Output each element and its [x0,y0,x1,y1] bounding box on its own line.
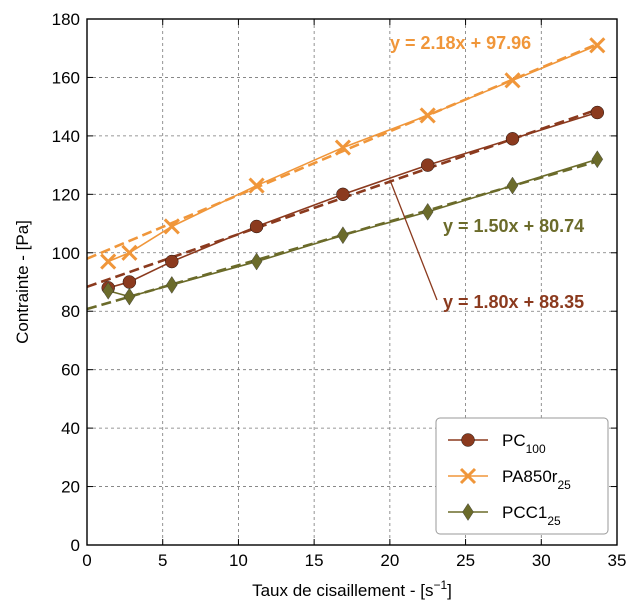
legend-label-pa850r: PA850r25 [502,467,571,492]
x-tick-label: 0 [82,551,91,570]
data-point-pcc1 [421,202,434,221]
equation-annotations: y = 1.80x + 88.35 y = 2.18x + 97.96 y = 1.… [389,33,584,312]
x-marker-stroke [589,37,606,54]
legend-box [435,417,609,535]
x-tick-label: 35 [608,551,627,570]
y-tick-label: 80 [61,302,80,321]
legend-marker-pa850r [459,467,477,485]
data-point-pcc1 [123,287,136,306]
x-tick-label: 10 [229,551,248,570]
series-line-pcc1 [107,158,598,298]
data-point-pcc1 [166,276,178,294]
y-tick-label: 180 [52,10,80,29]
y-tick-label: 40 [61,419,80,438]
fit-equation-pc: y = 1.80x + 88.35 [443,292,584,312]
x-axis-label: Taux de cisaillement - [s−1] [252,578,452,600]
x-marker-stroke [163,218,180,235]
data-point-pc [336,187,350,202]
x-marker-stroke [334,139,351,156]
y-tick-label: 100 [52,244,80,263]
data-point-pcc1 [102,281,114,300]
pc-equation-pointer [389,179,438,301]
legend: PC100 PA850r25 PCC125 [435,417,609,535]
legend-label-pcc1: PCC125 [502,503,561,528]
x-marker-stroke [419,107,436,124]
x-marker-stroke [459,467,477,485]
x-marker-stroke [504,72,521,89]
data-point-pc [122,275,137,289]
series-line-pc [107,111,598,289]
x-marker-stroke [248,177,265,194]
data-point-pa850r [589,37,606,54]
fit-lines [86,42,598,311]
data-point-pa850r [419,107,436,124]
data-point-pcc1 [250,252,263,271]
fit-line-pa850r [86,42,598,260]
legend-marker-pc [461,433,475,447]
data-point-pcc1 [337,226,349,245]
data-point-pc [590,105,605,120]
x-tick-label: 5 [158,551,167,570]
x-marker-stroke [121,244,138,261]
series-line-pa850r [107,44,598,263]
data-point-pc [505,132,520,146]
x-tick-label: 15 [305,551,324,570]
data-point-pa850r [100,253,117,270]
legend-marker-pcc1 [462,503,474,521]
y-tick-label: 120 [52,185,80,204]
y-axis-label: Contrainte - [Pa] [13,220,32,344]
data-point-pa850r [121,244,138,261]
legend-label-pc: PC100 [502,431,546,456]
plot-frame [86,18,618,546]
y-tick-label: 160 [52,68,80,87]
fit-equation-pcc1: y = 1.50x + 80.74 [443,216,584,236]
series-lines [107,44,598,298]
data-point-pc [249,219,264,234]
x-marker-stroke [100,253,117,270]
fit-equation-pa850r: y = 2.18x + 97.96 [390,33,531,53]
data-point-pa850r [163,218,180,235]
data-point-pc [421,158,435,172]
data-point-pa850r [248,177,265,194]
y-tick-label: 0 [71,536,80,555]
data-point-pcc1 [506,176,519,195]
x-tick-label: 25 [456,551,475,570]
data-point-pcc1 [591,150,604,169]
y-tick-label: 20 [61,478,80,497]
data-markers [100,37,606,306]
x-tick-label: 20 [380,551,399,570]
y-tick-label: 140 [52,127,80,146]
y-tick-label: 60 [61,361,80,380]
data-point-pa850r [504,72,521,89]
x-tick-label: 30 [532,551,551,570]
axis-ticks: 0 5 10 15 20 25 30 35 0 20 40 60 80 100 120 140 160 180 [52,10,627,570]
data-point-pa850r [334,139,351,156]
data-point-pc [165,254,179,269]
